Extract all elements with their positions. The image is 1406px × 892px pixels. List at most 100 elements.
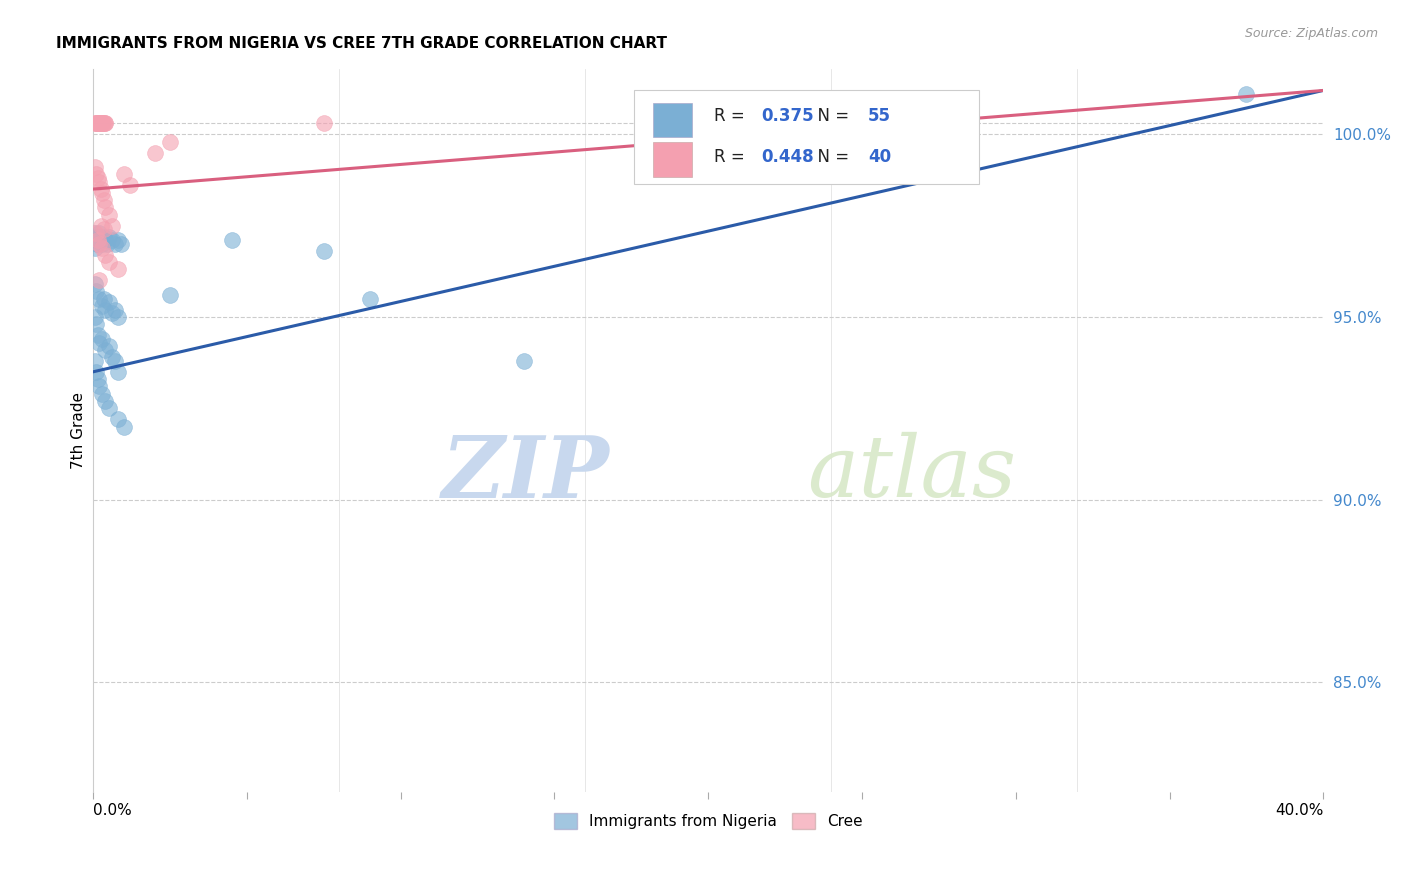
Legend: Immigrants from Nigeria, Cree: Immigrants from Nigeria, Cree [547, 806, 869, 835]
Text: IMMIGRANTS FROM NIGERIA VS CREE 7TH GRADE CORRELATION CHART: IMMIGRANTS FROM NIGERIA VS CREE 7TH GRAD… [56, 36, 668, 51]
Point [89, 379, 111, 393]
Point [94, 116, 117, 130]
Point [93, 222, 115, 236]
Point [84, 233, 107, 247]
Point [91, 186, 114, 200]
Point [104, 236, 127, 251]
Point [87, 116, 110, 130]
Point [87, 171, 110, 186]
Point [89, 175, 111, 189]
Point [112, 168, 135, 182]
Text: 0.448: 0.448 [761, 148, 814, 166]
Point [91, 386, 114, 401]
Point [97, 339, 120, 353]
Text: ZIP: ZIP [441, 432, 610, 516]
Point [87, 229, 110, 244]
Point [110, 236, 132, 251]
Text: Source: ZipAtlas.com: Source: ZipAtlas.com [1244, 27, 1378, 40]
Point [89, 116, 111, 130]
Point [84, 226, 107, 240]
Point [84, 365, 107, 379]
Point [94, 394, 117, 409]
Point [83, 241, 105, 255]
Point [83, 226, 105, 240]
Bar [652, 103, 692, 137]
Point [90, 233, 112, 247]
Point [91, 116, 114, 130]
Point [83, 116, 105, 130]
Point [90, 116, 112, 130]
Point [97, 208, 120, 222]
Bar [652, 143, 692, 177]
Point [83, 310, 105, 324]
Point [87, 233, 110, 247]
Point [86, 116, 108, 130]
Point [89, 236, 111, 251]
Text: 40: 40 [868, 148, 891, 166]
Point [93, 229, 115, 244]
Point [94, 233, 117, 247]
Text: atlas: atlas [807, 433, 1015, 515]
Point [84, 318, 107, 332]
Text: 40.0%: 40.0% [1275, 803, 1323, 818]
Point [107, 233, 129, 247]
Point [100, 306, 122, 320]
Point [94, 200, 117, 214]
Point [83, 160, 105, 174]
Point [1234, 87, 1257, 101]
Bar [634, 90, 979, 185]
Point [91, 299, 114, 313]
Point [84, 116, 107, 130]
Point [83, 354, 105, 368]
Point [87, 233, 110, 247]
Point [94, 343, 117, 357]
Text: 0.0%: 0.0% [93, 803, 132, 818]
Point [89, 116, 111, 130]
Point [104, 302, 127, 317]
Point [107, 412, 129, 426]
Point [94, 116, 117, 130]
Point [89, 229, 111, 244]
Point [91, 233, 114, 247]
Point [312, 116, 335, 130]
Point [89, 292, 111, 306]
Point [87, 372, 110, 386]
Point [91, 116, 114, 130]
Point [120, 178, 142, 193]
Point [107, 310, 129, 324]
Y-axis label: 7th Grade: 7th Grade [72, 392, 86, 468]
Point [93, 116, 115, 130]
Point [90, 236, 112, 251]
Point [312, 244, 335, 259]
Point [104, 354, 127, 368]
Point [87, 328, 110, 343]
Point [143, 145, 166, 160]
Point [89, 273, 111, 287]
Point [97, 229, 120, 244]
Point [97, 295, 120, 310]
Point [84, 116, 107, 130]
Point [93, 292, 115, 306]
Text: R =: R = [714, 107, 751, 125]
Point [86, 236, 108, 251]
Text: 55: 55 [868, 107, 891, 125]
Point [100, 219, 122, 233]
Point [96, 236, 118, 251]
Point [97, 401, 120, 416]
Point [90, 219, 112, 233]
Point [93, 193, 115, 207]
Point [512, 354, 534, 368]
Text: 0.375: 0.375 [761, 107, 814, 125]
Point [91, 241, 114, 255]
Point [159, 288, 181, 302]
Point [159, 135, 181, 149]
Point [100, 233, 122, 247]
Point [97, 255, 120, 269]
Text: R =: R = [714, 148, 751, 166]
Point [84, 285, 107, 299]
Point [359, 292, 381, 306]
Point [91, 332, 114, 346]
Point [90, 182, 112, 196]
Point [89, 226, 111, 240]
Text: N =: N = [807, 148, 853, 166]
